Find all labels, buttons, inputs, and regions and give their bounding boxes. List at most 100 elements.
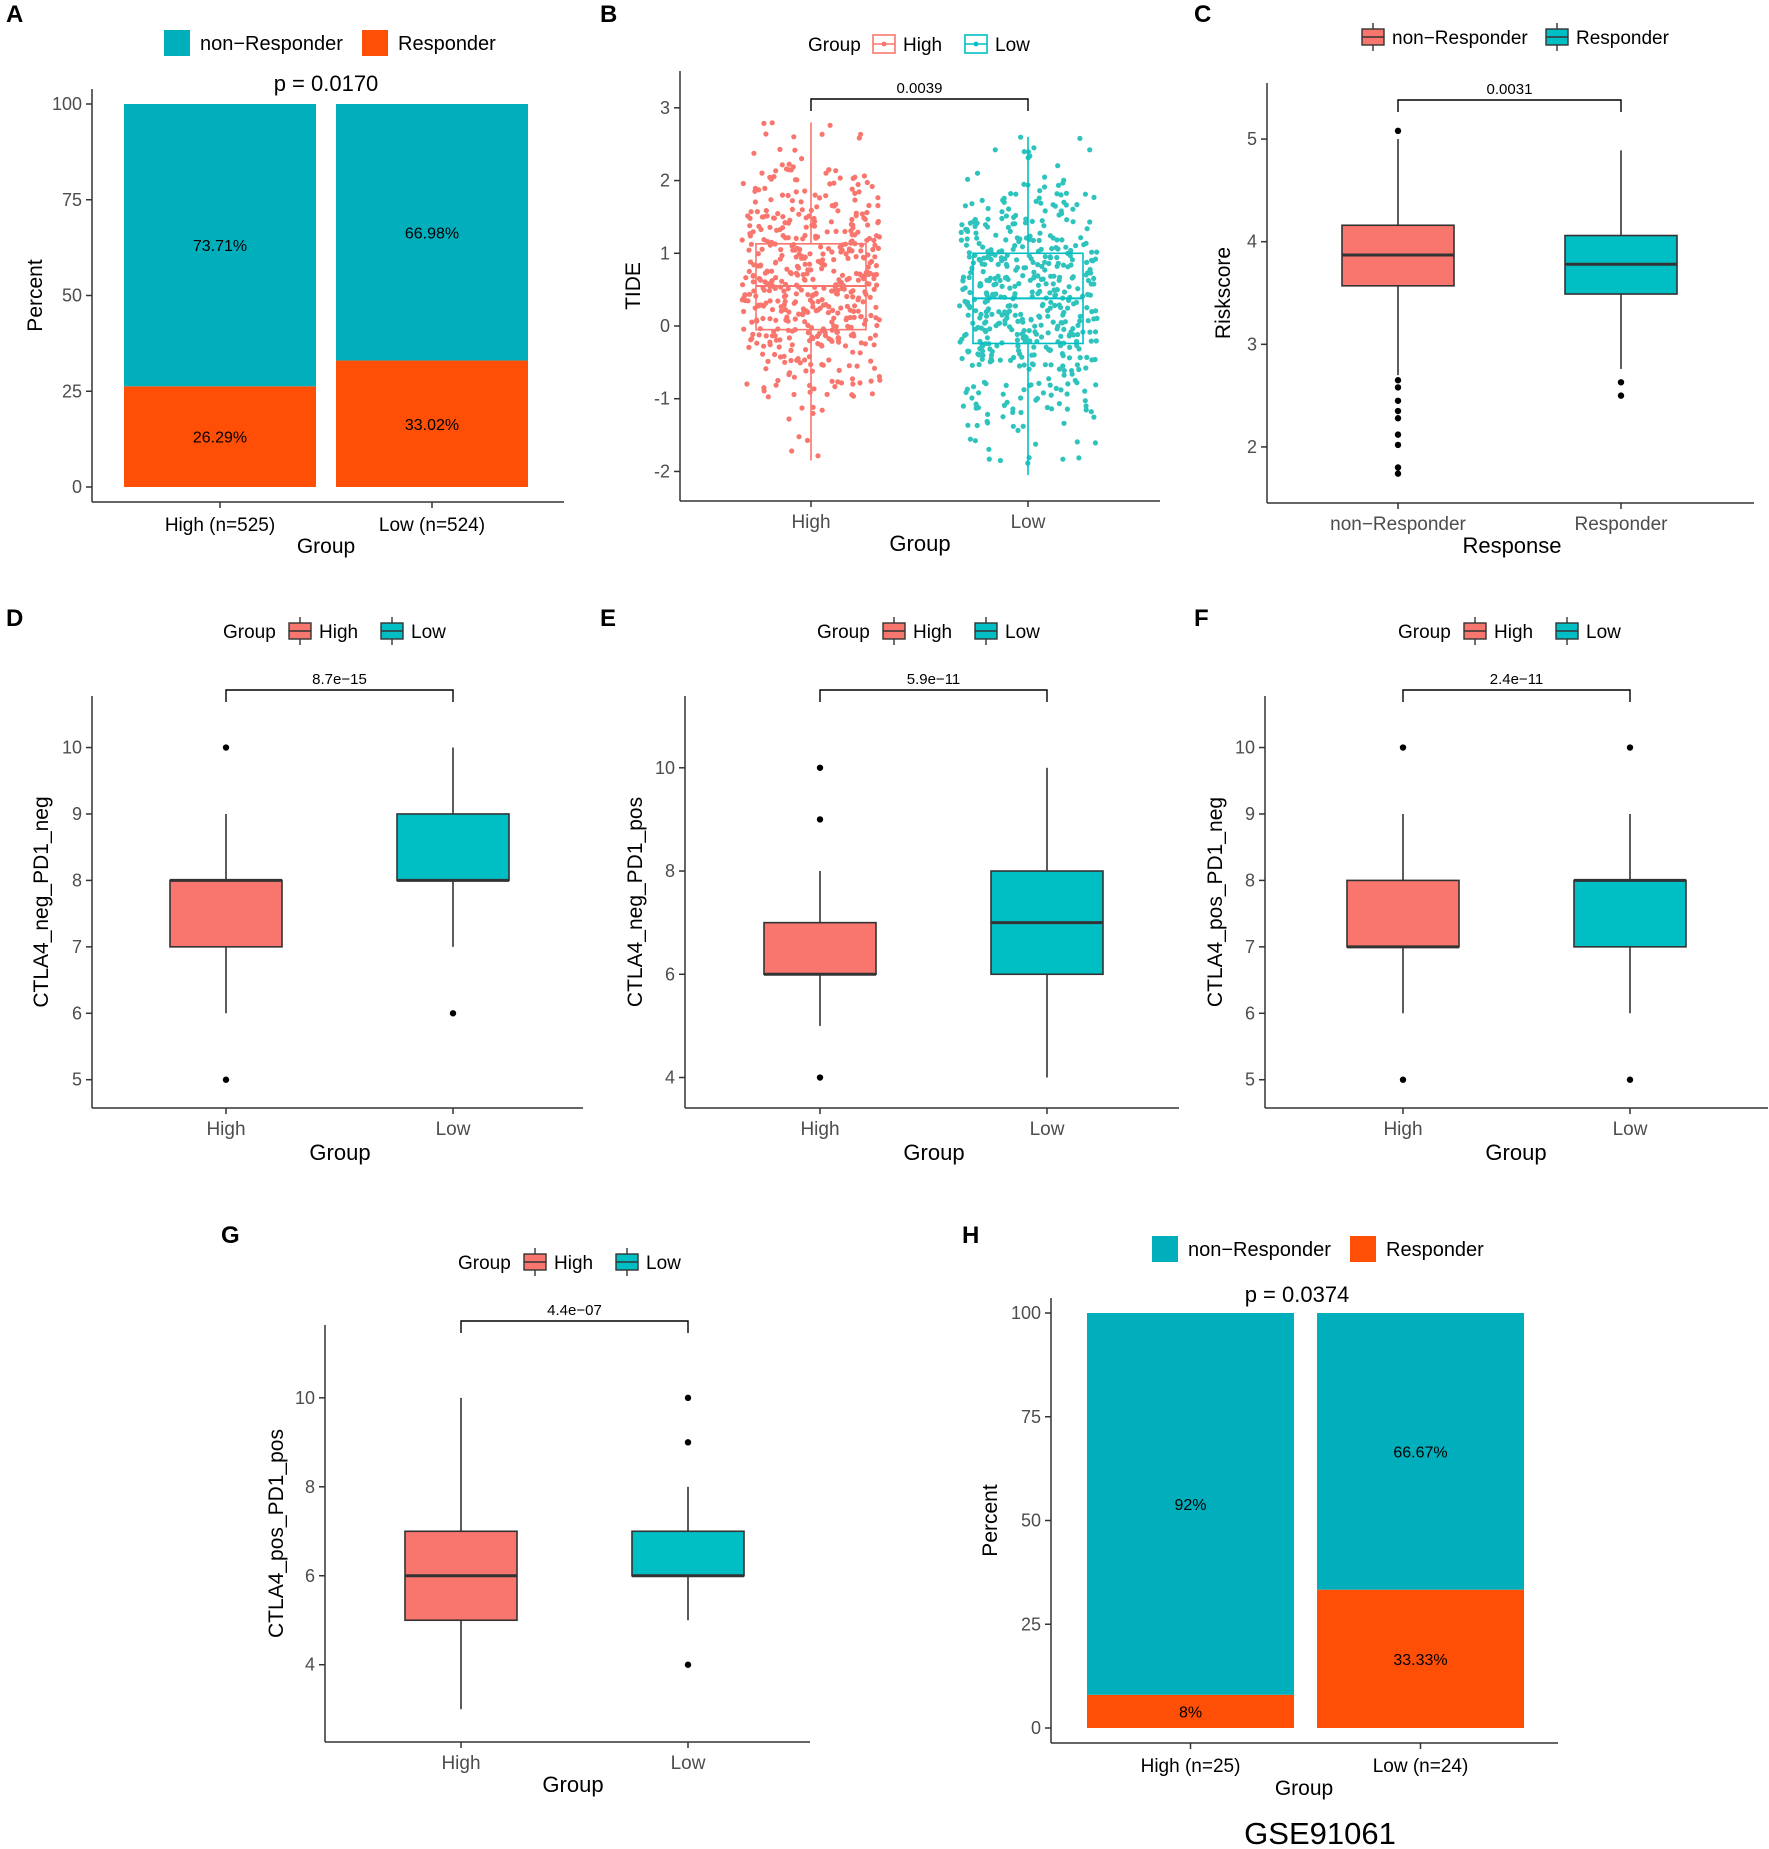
legend-label-first: High [903,35,942,56]
jitter-point [1093,338,1099,344]
jitter-point [1088,257,1095,263]
jitter-point [752,199,759,205]
chart-title: p = 0.0170 [274,71,379,96]
x-tick-label: High [441,1753,480,1774]
jitter-point [1061,309,1067,315]
jitter-point [1046,260,1052,267]
jitter-point [823,170,829,176]
jitter-point [748,241,755,247]
jitter-point [1036,380,1042,386]
jitter-point [756,223,762,229]
jitter-point [786,161,792,167]
jitter-point [861,173,868,179]
jitter-point [850,381,856,387]
jitter-point [1003,213,1010,219]
jitter-point [1000,391,1006,397]
jitter-point [1013,212,1019,219]
box-body [631,1530,745,1577]
jitter-point [805,267,811,273]
p-value-label: 5.9e−11 [907,671,961,688]
jitter-point [960,403,967,409]
jitter-point [751,150,757,156]
jitter-point [775,298,781,304]
jitter-point [838,305,844,311]
jitter-point [1077,313,1083,319]
jitter-point [749,319,755,325]
jitter-point [754,209,761,215]
jitter-point [987,275,994,281]
y-tick-label: 5 [1247,129,1257,149]
panel-label-g: G [221,1222,240,1249]
jitter-point [828,219,835,225]
panel-label-b: B [600,1,617,28]
jitter-point [985,307,991,313]
jitter-point [798,199,804,205]
jitter-point [1042,267,1048,273]
jitter-points-high [739,120,883,459]
jitter-point [1075,322,1081,328]
jitter-point [1054,287,1060,293]
jitter-point [968,269,974,276]
jitter-point [779,162,785,168]
y-tick-label: 0 [660,316,670,336]
y-tick-label: 6 [665,964,675,984]
jitter-point [750,331,756,337]
jitter-point [750,273,756,279]
jitter-point [803,215,809,221]
panel-a: non−Responder Responder p = 0.0170 26.29% 73… [24,30,564,558]
x-tick-label: Low (n=524) [379,515,485,536]
jitter-point [768,197,774,203]
jitter-point [773,317,779,323]
jitter-point [1016,281,1022,287]
jitter-point [750,279,756,285]
jitter-point [850,393,857,399]
jitter-point [748,209,754,215]
jitter-point [1074,439,1080,445]
jitter-point [836,367,842,373]
outlier-point [222,1076,230,1083]
jitter-point [1003,237,1009,243]
jitter-point [987,326,993,332]
outlier-point [1394,470,1402,477]
jitter-point [852,303,858,309]
jitter-point [1055,246,1061,252]
jitter-point [849,376,856,382]
jitter-point [1003,274,1010,280]
jitter-point [864,179,870,186]
legend-key-nonresponder [164,30,190,56]
y-tick-label: 75 [1021,1407,1041,1427]
jitter-point [819,131,825,137]
jitter-point [967,220,974,226]
jitter-point [1072,377,1078,384]
jitter-point [1078,235,1084,241]
jitter-point [1047,290,1053,296]
jitter-point [779,192,786,198]
jitter-point [772,351,778,358]
outlier-point [1394,377,1402,384]
jitter-point [751,262,757,268]
outlier-point [1617,379,1625,386]
jitter-point [833,324,839,330]
jitter-point [831,268,837,274]
jitter-point [824,391,830,397]
jitter-point [746,344,752,350]
jitter-point [845,255,851,261]
jitter-point [1073,243,1079,249]
jitter-point [965,422,971,428]
jitter-point [1042,254,1048,260]
jitter-point [1056,277,1062,283]
jitter-point [1085,277,1091,284]
y-tick-label: 10 [62,738,82,758]
jitter-point [809,293,816,299]
jitter-point [1058,208,1064,214]
jitter-point [1085,318,1091,324]
jitter-point [859,211,865,217]
jitter-point [1014,257,1020,263]
outlier-point [1399,1076,1407,1083]
jitter-point [1040,390,1046,396]
jitter-point [761,303,767,309]
jitter-point [1055,323,1061,329]
legend-label-first: High [1494,622,1533,643]
bar-responder-high [124,386,316,487]
jitter-point [780,225,786,231]
